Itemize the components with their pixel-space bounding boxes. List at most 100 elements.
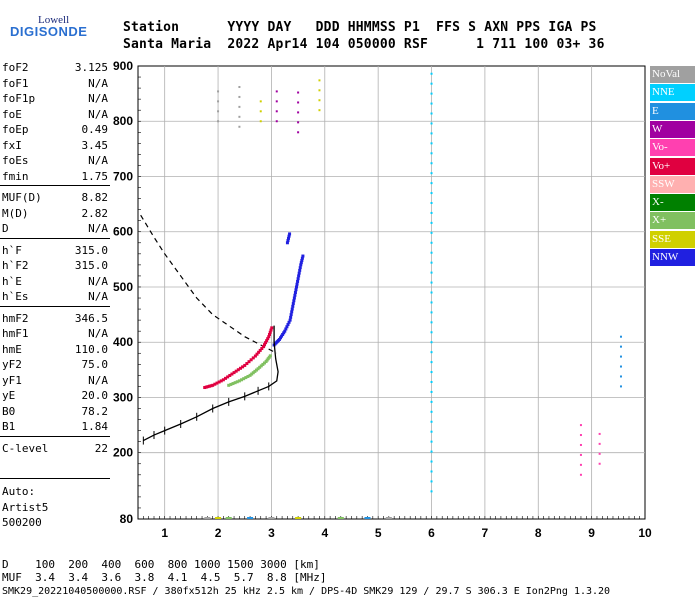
echo-point xyxy=(619,375,622,378)
echo-point xyxy=(385,517,392,519)
echo-point xyxy=(430,351,433,354)
y-tick-label: 200 xyxy=(113,446,133,460)
echo-point xyxy=(430,251,433,254)
trace-nnw-point xyxy=(281,332,285,336)
param-label: yE xyxy=(2,389,16,402)
trace-vo-plus-point xyxy=(264,341,268,345)
legend-item-e: E xyxy=(650,102,695,120)
param-row: foF1 N/A xyxy=(2,77,108,90)
echo-point xyxy=(430,142,433,145)
echo-point xyxy=(619,385,622,388)
trace-x-plus-point xyxy=(258,365,262,369)
echo-point xyxy=(430,221,433,224)
trace-nnw-point xyxy=(286,239,290,243)
echo-point xyxy=(430,192,433,195)
echo-point xyxy=(598,432,601,435)
param-row: D N/A xyxy=(2,222,108,235)
y-tick-label: 80 xyxy=(120,512,134,526)
logo-digisonde-text: DIGISONDE xyxy=(10,24,88,39)
echo-point xyxy=(217,90,220,93)
trace-vo-plus-point xyxy=(209,384,213,388)
param-label: D xyxy=(2,222,9,235)
trace-vo-plus-point xyxy=(215,381,219,385)
legend-item-x-: X- xyxy=(650,194,695,212)
trace-nnw-point xyxy=(277,337,281,341)
y-tick-label: 400 xyxy=(113,335,133,349)
param-label: hmF1 xyxy=(2,327,29,340)
echo-point xyxy=(430,92,433,95)
trace-vo-plus-point xyxy=(203,386,207,390)
echo-point xyxy=(297,111,300,114)
param-value: N/A xyxy=(88,154,108,167)
param-label: fxI xyxy=(2,138,22,152)
auto-artist: Artist5 xyxy=(2,501,49,514)
echo-point xyxy=(430,321,433,324)
echo-point xyxy=(364,517,371,519)
trace-nnw-point xyxy=(299,263,303,267)
virtual-height-curve xyxy=(140,214,278,354)
legend-item-vo-: Vo+ xyxy=(650,157,695,175)
y-tick-label: 700 xyxy=(113,169,133,183)
logo-lowell-text: Lowell xyxy=(38,14,70,26)
trace-vo-plus-point xyxy=(253,354,257,358)
echo-point xyxy=(579,463,582,466)
trace-nnw-point xyxy=(297,274,301,278)
echo-point xyxy=(430,311,433,314)
trace-vo-plus-point xyxy=(219,379,223,383)
param-row: h`F 315.0 xyxy=(2,244,108,257)
param-value: 1.75 xyxy=(81,169,109,183)
param-separator xyxy=(0,478,110,479)
trace-nnw-point xyxy=(292,299,296,303)
trace-nnw-point xyxy=(289,313,293,317)
param-value: 75.0 xyxy=(81,358,109,371)
param-value: 0.49 xyxy=(81,123,109,136)
trace-vo-plus-point xyxy=(224,376,228,380)
echo-point xyxy=(430,202,433,205)
param-row: yF2 75.0 xyxy=(2,358,108,371)
param-row: foE N/A xyxy=(2,108,108,121)
echo-point xyxy=(579,473,582,476)
param-label: foF1p xyxy=(2,92,36,105)
trace-vo-plus-point xyxy=(255,352,259,356)
echo-point xyxy=(297,91,300,94)
param-row: C-level 22 xyxy=(2,442,108,455)
trace-x-plus-point xyxy=(268,354,272,358)
param-label: C-level xyxy=(2,441,49,455)
trace-nnw-point xyxy=(301,254,305,258)
trace-vo-plus-point xyxy=(251,356,255,360)
x-tick-label: 1 xyxy=(161,526,168,540)
trace-vo-plus-point xyxy=(247,360,251,364)
param-row: foEs N/A xyxy=(2,154,108,167)
echo-point xyxy=(275,120,278,123)
legend-item-sse: SSE xyxy=(650,230,695,248)
echo-point xyxy=(430,132,433,135)
param-label: yF1 xyxy=(2,373,22,387)
param-value: 8.82 xyxy=(81,191,109,204)
y-tick-label: 300 xyxy=(113,390,133,404)
trace-nnw-point xyxy=(293,293,297,297)
param-row: hmF2 346.5 xyxy=(2,312,108,325)
echo-point xyxy=(430,470,433,473)
param-row: MUF(D) 8.82 xyxy=(2,191,108,204)
param-label: foEs xyxy=(2,154,29,167)
echo-point xyxy=(259,100,262,103)
param-label: foEp xyxy=(2,123,29,136)
param-value: N/A xyxy=(88,373,108,387)
trace-vo-plus-point xyxy=(257,350,261,354)
x-tick-label: 6 xyxy=(428,526,435,540)
param-value: N/A xyxy=(88,290,108,303)
x-tick-label: 7 xyxy=(482,526,489,540)
trace-vo-plus-point xyxy=(204,385,208,389)
trace-x-plus-point xyxy=(259,364,263,368)
param-value: 346.5 xyxy=(74,311,108,325)
trace-x-plus-point xyxy=(242,377,246,381)
param-value: 22 xyxy=(94,441,108,455)
trace-x-plus-point xyxy=(254,368,258,372)
trace-x-plus-point xyxy=(231,382,235,386)
x-tick-label: 10 xyxy=(638,526,652,540)
trace-x-plus-point xyxy=(253,369,257,373)
trace-x-plus-point xyxy=(251,371,255,375)
x-tick-label: 9 xyxy=(588,526,595,540)
echo-point xyxy=(238,115,241,118)
param-row: fxI 3.45 xyxy=(2,139,108,152)
